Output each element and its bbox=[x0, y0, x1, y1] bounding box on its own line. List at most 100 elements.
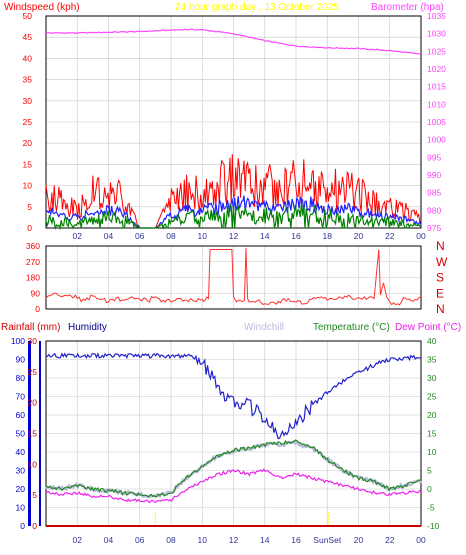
humidity-tick-label: 30 bbox=[16, 466, 26, 476]
temperature-tick-label: 40 bbox=[427, 336, 437, 346]
y2-tick-label: 1035 bbox=[427, 11, 446, 21]
x-tick-label: 10 bbox=[198, 535, 208, 545]
dewpoint-legend: Dew Point (°C) bbox=[395, 322, 461, 333]
plot-frame bbox=[45, 245, 422, 310]
compass-label: W bbox=[436, 255, 448, 269]
compass-label: S bbox=[436, 271, 444, 285]
humidity-tick-label: 40 bbox=[16, 447, 26, 457]
x-tick-label: 12 bbox=[229, 535, 239, 545]
temperature-humidity-rain-panel: 0102030405060708090100051015202530-10-50… bbox=[11, 336, 440, 545]
y2-tick-label: 1025 bbox=[427, 46, 446, 56]
x-tick-label: 22 bbox=[385, 231, 395, 241]
y2-tick-label: 1015 bbox=[427, 82, 446, 92]
compass-label: N bbox=[436, 239, 445, 253]
windspeed-axis-title: Windspeed (kph) bbox=[4, 2, 80, 13]
series-line-temperature bbox=[45, 439, 422, 498]
y-tick-label: 0 bbox=[27, 223, 32, 233]
y2-tick-label: 980 bbox=[427, 205, 441, 215]
humidity-axis-bar bbox=[28, 341, 31, 526]
compass-label: E bbox=[436, 286, 444, 300]
y2-tick-label: 1010 bbox=[427, 99, 446, 109]
x-tick-label: 14 bbox=[260, 231, 270, 241]
y-tick-label: 270 bbox=[26, 257, 40, 267]
rainfall-tick-label: 30 bbox=[28, 336, 38, 346]
graph-title: 24 hour graph day , 13 October 2025 bbox=[175, 2, 339, 13]
temperature-tick-label: 0 bbox=[427, 484, 432, 494]
x-tick-label: 00 bbox=[416, 535, 426, 545]
humidity-tick-label: 70 bbox=[16, 392, 26, 402]
y-tick-label: 35 bbox=[23, 75, 33, 85]
temperature-tick-label: 30 bbox=[427, 373, 437, 383]
compass-label: N bbox=[436, 302, 445, 316]
humidity-tick-label: 90 bbox=[16, 355, 26, 365]
series-line-barometer bbox=[45, 28, 421, 55]
temperature-tick-label: 15 bbox=[427, 429, 437, 439]
x-tick-label: 10 bbox=[198, 231, 208, 241]
y-tick-label: 10 bbox=[23, 181, 33, 191]
rainfall-tick-label: 25 bbox=[28, 367, 38, 377]
temperature-tick-label: 10 bbox=[427, 447, 437, 457]
y2-tick-label: 1000 bbox=[427, 135, 446, 145]
x-tick-label: 12 bbox=[229, 231, 239, 241]
y2-tick-label: 985 bbox=[427, 188, 441, 198]
plot-frame bbox=[45, 15, 422, 229]
wind-barometer-panel: 0510152025303540455097598098599099510001… bbox=[23, 11, 447, 241]
humidity-tick-label: 0 bbox=[20, 521, 25, 531]
x-tick-label: 20 bbox=[354, 231, 364, 241]
y-tick-label: 25 bbox=[23, 117, 33, 127]
rainfall-axis-title: Rainfall (mm) bbox=[1, 322, 60, 333]
rainfall-tick-label: 0 bbox=[32, 521, 37, 531]
y2-tick-label: 995 bbox=[427, 152, 441, 162]
y-tick-label: 20 bbox=[23, 138, 33, 148]
x-tick-label: 06 bbox=[135, 231, 145, 241]
y2-tick-label: 1020 bbox=[427, 64, 446, 74]
x-tick-label: 02 bbox=[73, 535, 83, 545]
rainfall-tick-label: 20 bbox=[28, 398, 38, 408]
temperature-axis-title: Temperature (°C) bbox=[313, 322, 390, 333]
y-tick-label: 45 bbox=[23, 32, 33, 42]
y2-tick-label: 1005 bbox=[427, 117, 446, 127]
series-line-wind-low bbox=[45, 202, 422, 231]
x-tick-label: 22 bbox=[385, 535, 395, 545]
x-tick-label: 00 bbox=[416, 231, 426, 241]
temperature-tick-label: 35 bbox=[427, 355, 437, 365]
humidity-tick-label: 50 bbox=[16, 429, 26, 439]
x-tick-label: 06 bbox=[135, 535, 145, 545]
x-tick-label: 14 bbox=[260, 535, 270, 545]
y-tick-label: 360 bbox=[26, 241, 40, 251]
y-tick-label: 180 bbox=[26, 273, 40, 283]
series-line-humidity bbox=[45, 352, 422, 440]
humidity-tick-label: 100 bbox=[11, 336, 25, 346]
series-line-windspeed bbox=[45, 154, 422, 229]
humidity-tick-label: 10 bbox=[16, 503, 26, 513]
rainfall-tick-label: 15 bbox=[28, 429, 38, 439]
humidity-tick-label: 80 bbox=[16, 373, 26, 383]
barometer-axis-title: Barometer (hpa) bbox=[371, 2, 444, 13]
series-line-wind-direction bbox=[45, 247, 422, 306]
temperature-tick-label: -10 bbox=[427, 521, 440, 531]
y-tick-label: 30 bbox=[23, 96, 33, 106]
windchill-legend: Windchill bbox=[244, 322, 284, 333]
y2-tick-label: 990 bbox=[427, 170, 441, 180]
x-tick-label: 16 bbox=[291, 231, 301, 241]
rainfall-tick-label: 5 bbox=[32, 490, 37, 500]
y-tick-label: 0 bbox=[35, 304, 40, 314]
temperature-tick-label: -5 bbox=[427, 503, 435, 513]
temperature-tick-label: 5 bbox=[427, 466, 432, 476]
x-tick-label: 08 bbox=[166, 231, 176, 241]
x-tick-label: SunSet bbox=[313, 535, 342, 545]
rainfall-axis-bar bbox=[39, 341, 41, 526]
rainfall-tick-label: 10 bbox=[28, 459, 38, 469]
y-tick-label: 90 bbox=[31, 288, 41, 298]
x-tick-label: 04 bbox=[104, 231, 114, 241]
x-tick-label: 02 bbox=[73, 231, 83, 241]
x-tick-label: 20 bbox=[354, 535, 364, 545]
y-tick-label: 50 bbox=[23, 11, 33, 21]
y-tick-label: 40 bbox=[23, 53, 33, 63]
temperature-tick-label: 20 bbox=[427, 410, 437, 420]
x-tick-label: 16 bbox=[291, 535, 301, 545]
humidity-tick-label: 20 bbox=[16, 484, 26, 494]
humidity-tick-label: 60 bbox=[16, 410, 26, 420]
